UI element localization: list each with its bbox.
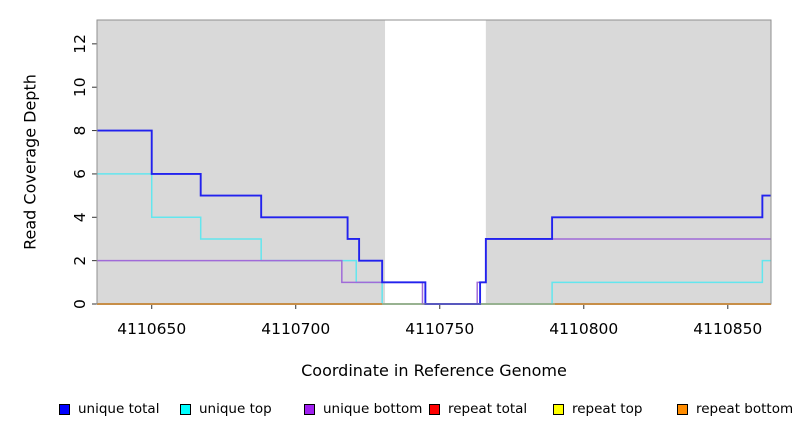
y-tick-label: 2 bbox=[71, 256, 89, 266]
legend-label: repeat total bbox=[448, 401, 528, 417]
legend-label: unique bottom bbox=[323, 401, 423, 417]
legend-swatch-icon bbox=[429, 403, 440, 415]
plot-border bbox=[96, 19, 772, 305]
x-tick-label: 4110750 bbox=[405, 320, 474, 338]
y-tick-label: 12 bbox=[71, 34, 89, 54]
y-tick-label: 4 bbox=[71, 212, 89, 222]
legend-swatch-icon bbox=[304, 403, 315, 415]
series-line-unique-total bbox=[97, 129, 771, 305]
y-tick-label: 10 bbox=[71, 77, 89, 97]
legend-item-repeat-bottom: repeat bottom bbox=[677, 401, 792, 417]
x-tick-label: 4110800 bbox=[549, 320, 618, 338]
y-tick-label: 0 bbox=[71, 299, 89, 309]
legend-item-unique-total: unique total bbox=[59, 401, 160, 417]
x-tick-label: 4110850 bbox=[693, 320, 762, 338]
legend-swatch-icon bbox=[59, 403, 70, 415]
legend-swatch-icon bbox=[677, 403, 688, 415]
legend-item-repeat-total: repeat total bbox=[429, 401, 528, 417]
legend-label: repeat bottom bbox=[696, 401, 792, 417]
legend-item-repeat-top: repeat top bbox=[553, 401, 643, 417]
uncovered-region-band bbox=[385, 20, 486, 304]
x-tick-label: 4110700 bbox=[261, 320, 330, 338]
y-axis-title: Read Coverage Depth bbox=[20, 74, 40, 250]
y-tick-label: 8 bbox=[71, 126, 89, 136]
legend-label: unique total bbox=[78, 401, 160, 417]
legend-swatch-icon bbox=[553, 403, 564, 415]
legend-item-unique-top: unique top bbox=[180, 401, 272, 417]
legend-label: repeat top bbox=[572, 401, 643, 417]
legend-item-unique-bottom: unique bottom bbox=[304, 401, 423, 417]
series-line-unique-top bbox=[97, 173, 771, 305]
legend-swatch-icon bbox=[180, 403, 191, 415]
x-tick-label: 4110650 bbox=[117, 320, 186, 338]
y-tick-label: 6 bbox=[71, 169, 89, 179]
x-axis-title: Coordinate in Reference Genome bbox=[301, 361, 567, 380]
legend-label: unique top bbox=[199, 401, 272, 417]
